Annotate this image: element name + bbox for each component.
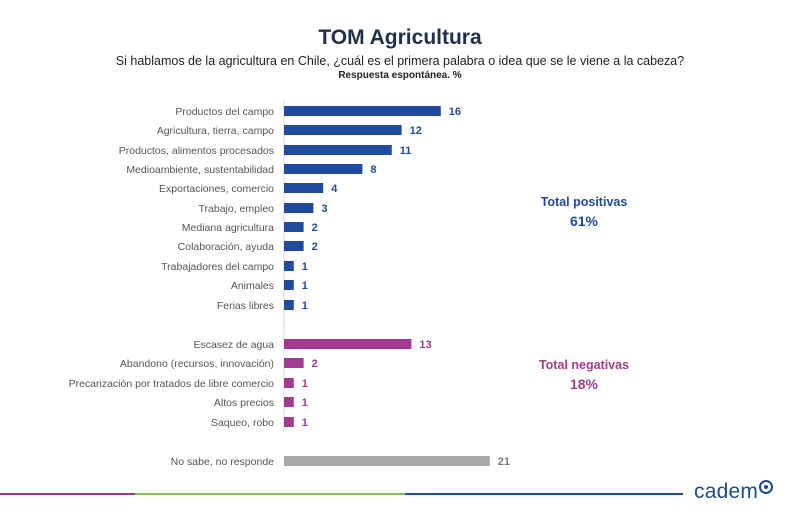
value-label: 1 — [302, 397, 308, 409]
total-positive-label: Total positivas — [540, 195, 628, 209]
category-label: Productos, alimentos procesados — [119, 145, 274, 157]
category-label: Precarización por tratados de libre come… — [69, 378, 275, 390]
bar — [284, 145, 392, 155]
cadem-logo: cadem — [694, 480, 759, 503]
bar — [284, 397, 294, 407]
value-label: 16 — [449, 106, 461, 118]
category-label: Medioambiente, sustentabilidad — [126, 164, 274, 176]
value-label: 8 — [370, 164, 376, 176]
bar — [284, 358, 304, 368]
category-label: Altos precios — [214, 397, 274, 409]
category-label: Trabajadores del campo — [161, 261, 274, 273]
value-label: 13 — [419, 339, 431, 351]
category-label: No sabe, no responde — [171, 456, 274, 468]
value-label: 11 — [400, 145, 412, 157]
bar — [284, 300, 294, 310]
category-label: Ferias libres — [217, 300, 274, 312]
value-label: 21 — [498, 456, 510, 468]
value-label: 12 — [410, 125, 422, 137]
category-label: Abandono (recursos, innovación) — [120, 358, 274, 370]
total-positive-value: 61% — [569, 213, 599, 229]
total-negative-label: Total negativas — [538, 358, 630, 372]
bar — [284, 164, 363, 174]
bar — [284, 203, 314, 213]
bar — [284, 125, 402, 135]
value-label: 2 — [312, 358, 318, 370]
chart-title: TOM Agricultura — [318, 26, 482, 49]
bar — [284, 241, 304, 251]
value-label: 1 — [302, 417, 308, 429]
category-label: Mediana agricultura — [182, 222, 274, 234]
bar — [284, 222, 304, 232]
value-label: 1 — [302, 261, 308, 273]
category-label: Saqueo, robo — [211, 417, 274, 429]
total-negative-value: 18% — [569, 376, 599, 392]
bar — [284, 378, 294, 388]
footer-line-blue — [405, 493, 683, 495]
value-label: 2 — [312, 241, 318, 253]
category-label: Animales — [231, 280, 274, 292]
category-label: Escasez de agua — [193, 339, 274, 351]
value-label: 2 — [312, 222, 318, 234]
bar — [284, 417, 294, 427]
value-label: 1 — [302, 300, 308, 312]
bar — [284, 261, 294, 271]
category-label: Productos del campo — [175, 106, 274, 118]
total-positive: Total positivas 61% — [514, 193, 654, 231]
bar — [284, 280, 294, 290]
value-label: 1 — [302, 378, 308, 390]
bar — [284, 106, 441, 116]
footer-line-purple — [0, 493, 135, 495]
value-label: 1 — [302, 280, 308, 292]
category-label: Colaboración, ayuda — [178, 241, 274, 253]
total-negative: Total negativas 18% — [514, 356, 654, 394]
category-label: Exportaciones, comercio — [159, 183, 274, 195]
chart-note: Respuesta espontánea. % — [338, 70, 462, 81]
bar — [284, 339, 412, 349]
category-label: Agricultura, tierra, campo — [157, 125, 274, 137]
value-label: 4 — [331, 183, 338, 195]
footer-line-green — [135, 493, 405, 495]
bar — [284, 183, 324, 193]
chart-subtitle: Si hablamos de la agricultura en Chile, … — [115, 54, 685, 68]
cadem-logo-mark-icon — [759, 480, 773, 494]
value-label: 3 — [321, 203, 327, 215]
bar — [284, 456, 490, 466]
category-label: Trabajo, empleo — [199, 203, 275, 215]
